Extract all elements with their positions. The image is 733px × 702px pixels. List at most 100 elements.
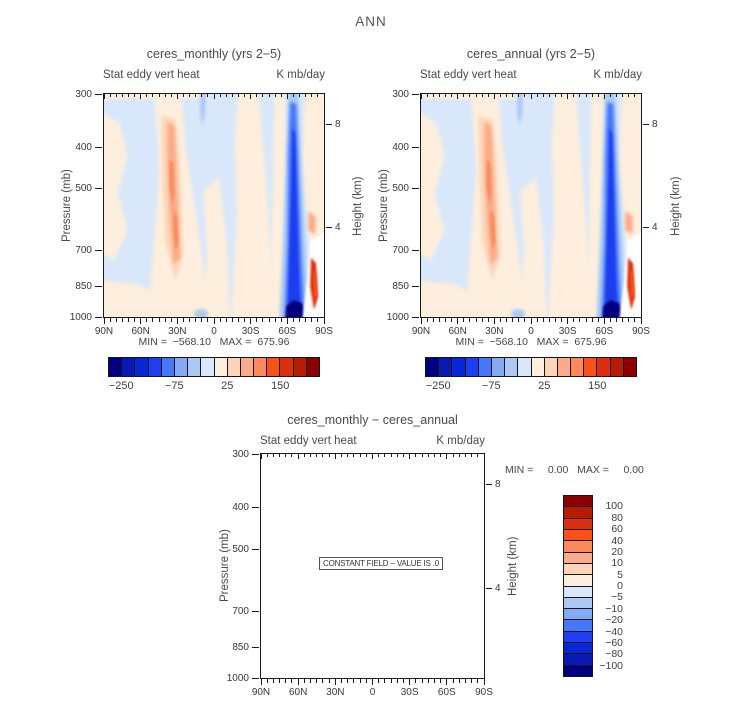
tick-mark-minor — [152, 94, 154, 97]
height-axis-label: Height (km) — [352, 176, 364, 236]
colorbar-segment — [556, 357, 572, 377]
field-name: Stat eddy vert heat — [260, 435, 357, 447]
tick-mark-minor — [237, 318, 239, 322]
contour-field-annual — [421, 94, 641, 317]
tick-mark-minor — [347, 679, 349, 683]
x-tick-label: 60S — [437, 687, 456, 698]
y-tick-label: 850 — [75, 281, 92, 293]
tick-mark-minor — [591, 94, 593, 97]
tick-mark-minor — [390, 679, 392, 683]
tick-mark-major — [530, 318, 532, 324]
tick-mark-minor — [109, 318, 111, 322]
y-tick-label: 850 — [232, 642, 249, 654]
tick-mark-minor — [164, 94, 166, 97]
tick-mark-minor — [182, 94, 184, 97]
tick-mark-minor — [464, 679, 466, 683]
x-tick-label: 90S — [315, 326, 333, 337]
tick-mark-minor — [471, 454, 473, 457]
season-title: ANN — [355, 14, 387, 29]
tick-mark-minor — [359, 679, 361, 683]
tick-mark-minor — [127, 94, 129, 97]
tick-mark-minor — [328, 454, 330, 457]
tick-mark-minor — [591, 318, 593, 322]
tick-mark-major — [530, 94, 532, 99]
tick-mark-major — [286, 94, 288, 99]
tick-mark-minor — [158, 318, 160, 322]
tick-mark-minor — [305, 318, 307, 322]
tick-mark-major — [603, 94, 605, 99]
tick-mark-major — [252, 611, 259, 613]
y-tick-label: 400 — [75, 141, 92, 153]
tick-mark-minor — [256, 94, 258, 97]
colorbar-label: 0 — [617, 580, 623, 592]
colorbar-label: 40 — [611, 534, 623, 547]
colorbar-annual: −250 −75 25 150 — [425, 357, 637, 392]
tick-mark-major — [412, 188, 419, 190]
tick-mark-minor — [524, 318, 526, 322]
tick-mark-minor — [499, 94, 501, 97]
colorbar-segment — [239, 357, 255, 377]
x-tick-label: 60N — [288, 687, 308, 698]
contour-plot-monthly: 90N 60N 30N 0 30S 60S 90S 300 400 500 700 850 1000 8 4 — [70, 89, 341, 338]
tick-mark-minor — [597, 94, 599, 97]
tick-mark-minor — [244, 94, 246, 97]
tick-mark-major — [486, 483, 492, 485]
colorbar-label: −60 — [605, 636, 623, 649]
minmax-monthly: MIN = −568.10 MAX = 675.96 — [138, 336, 290, 348]
colorbar-segment — [305, 357, 320, 377]
tick-mark-minor — [115, 94, 117, 97]
x-tick-label: 90S — [475, 687, 493, 698]
tick-mark-major — [420, 94, 422, 99]
tick-mark-minor — [487, 94, 489, 97]
tick-mark-major — [334, 454, 336, 459]
tick-mark-minor — [365, 679, 367, 683]
colorbar-segment — [622, 357, 637, 377]
tick-mark-minor — [440, 454, 442, 457]
tick-mark-minor — [158, 94, 160, 97]
tick-mark-minor — [487, 318, 489, 322]
colorbar-label: 100 — [605, 500, 623, 513]
tick-mark-minor — [231, 94, 233, 97]
tick-mark-minor — [554, 94, 556, 97]
tick-mark-major — [643, 123, 649, 125]
tick-mark-minor — [616, 318, 618, 322]
x-tick-label: 0 — [211, 326, 217, 337]
tick-mark-minor — [524, 94, 526, 97]
panel-annual-title: ceres_annual (yrs 2−5) — [466, 47, 596, 61]
tick-mark-major — [420, 318, 422, 324]
colorbar-label: 25 — [538, 380, 551, 392]
x-tick-label: 30S — [241, 326, 260, 337]
tick-mark-minor — [440, 679, 442, 683]
y-tick-label: 1000 — [226, 672, 249, 684]
colorbar-segment — [530, 357, 545, 377]
panel-monthly-subtitle: Stat eddy vert heat K mb/day — [103, 69, 325, 81]
tick-mark-minor — [285, 454, 287, 457]
tick-mark-minor — [438, 318, 440, 322]
tick-mark-major — [493, 94, 495, 99]
tick-mark-minor — [310, 454, 312, 457]
colorbar-label: 150 — [271, 380, 290, 392]
tick-mark-minor — [256, 318, 258, 322]
colorbar-diff: 100 80 60 40 20 10 5 0 −5 −10 −20 −40 −60 −80 −100 — [563, 495, 623, 677]
tick-mark-minor — [311, 94, 313, 97]
height-tick-label: 8 — [652, 118, 658, 130]
height-axis-label: Height (km) — [507, 536, 519, 596]
x-tick-label: 60S — [595, 326, 614, 337]
tick-mark-minor — [322, 454, 324, 457]
tick-mark-minor — [274, 318, 276, 322]
tick-mark-minor — [471, 679, 473, 683]
tick-mark-minor — [458, 454, 460, 457]
tick-mark-minor — [469, 318, 471, 322]
tick-mark-minor — [463, 318, 465, 322]
y-tick-label: 400 — [232, 502, 249, 514]
tick-mark-minor — [279, 454, 281, 457]
tick-mark-minor — [292, 94, 294, 97]
tick-mark-minor — [274, 94, 276, 97]
colorbar-label: −5 — [611, 591, 623, 604]
tick-mark-major — [213, 94, 215, 99]
height-tick-label: 4 — [335, 222, 341, 234]
tick-mark-major — [457, 94, 459, 99]
tick-mark-minor — [585, 318, 587, 322]
tick-mark-minor — [512, 94, 514, 97]
tick-mark-minor — [390, 454, 392, 457]
